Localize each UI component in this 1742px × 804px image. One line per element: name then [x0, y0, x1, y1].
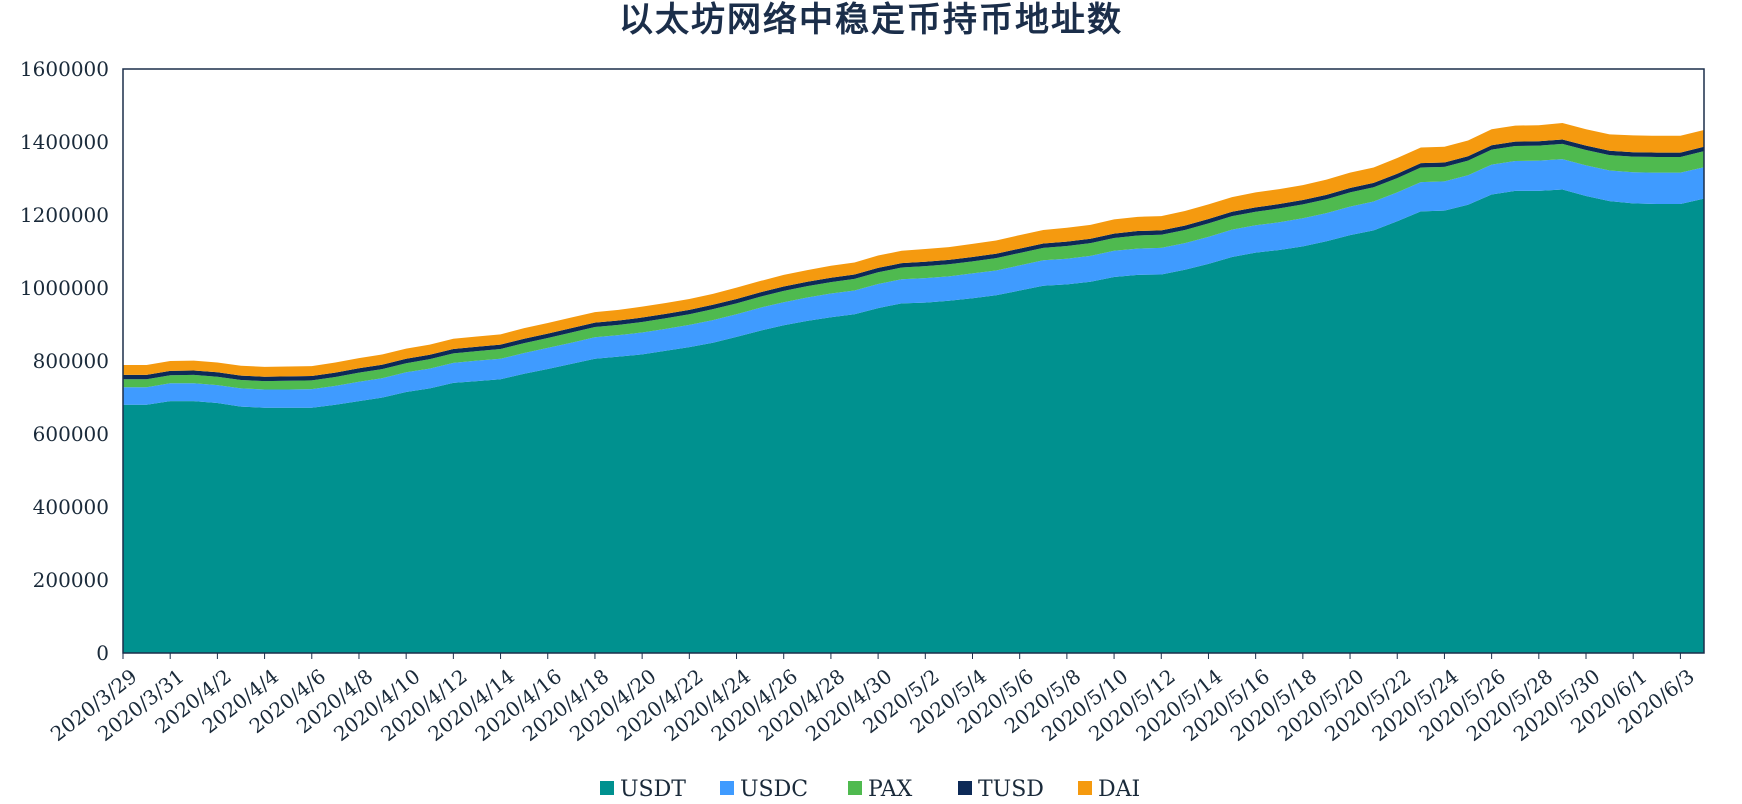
legend: USDT USDC PAX TUSD DAI [600, 777, 1140, 802]
y-tick-label: 1400000 [20, 130, 109, 154]
x-axis-ticks: 2020/3/292020/3/312020/4/22020/4/42020/4… [46, 653, 1699, 746]
y-tick-label: 1000000 [20, 276, 109, 300]
legend-swatch-dai [1078, 781, 1092, 795]
area-dai [123, 123, 1704, 377]
y-tick-label: 800000 [33, 349, 109, 373]
legend-swatch-usdc [720, 781, 734, 795]
plot-area-frame [122, 68, 1705, 654]
legend-swatch-tusd [958, 781, 972, 795]
legend-label-usdc: USDC [740, 777, 808, 802]
series-areas [123, 123, 1704, 653]
legend-swatch-usdt [600, 781, 614, 795]
legend-swatch-pax [848, 781, 862, 795]
area-pax [123, 143, 1704, 390]
legend-label-pax: PAX [868, 777, 913, 802]
legend-label-tusd: TUSD [978, 777, 1044, 802]
legend-label-dai: DAI [1098, 777, 1140, 802]
legend-label-usdt: USDT [620, 777, 686, 802]
area-usdc [123, 159, 1704, 408]
y-tick-label: 400000 [33, 495, 109, 519]
y-tick-label: 1200000 [20, 203, 109, 227]
area-usdt [123, 189, 1704, 653]
y-tick-label: 200000 [33, 568, 109, 592]
y-axis-ticks: 0 200000 400000 600000 800000 1000000 1200000 1… [20, 57, 109, 665]
chart-title: 以太坊网络中稳定币持币地址数 [619, 0, 1123, 40]
y-tick-label: 600000 [33, 422, 109, 446]
area-tusd [123, 139, 1704, 382]
y-tick-label: 1600000 [20, 57, 109, 81]
y-tick-label: 0 [96, 641, 109, 665]
